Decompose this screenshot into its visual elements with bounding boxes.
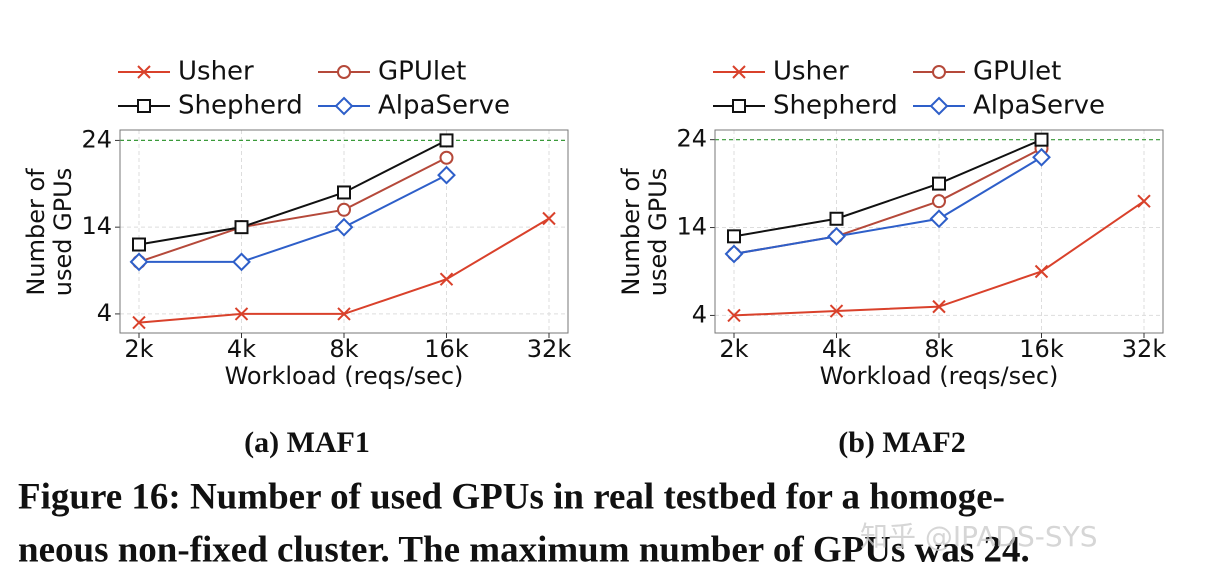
legend-label: Shepherd [773,91,898,121]
marker [337,307,351,321]
x-axis-label: Workload (reqs/sec) [225,362,464,390]
marker [542,211,556,226]
marker [727,308,741,323]
marker [437,165,456,185]
marker [732,99,746,113]
marker [234,307,249,321]
series-line [138,156,447,263]
x-tick-label: 8k [924,335,953,363]
legend-label: GPUlet [378,57,466,87]
marker [137,99,151,113]
marker [334,217,354,237]
marker [337,202,351,217]
x-tick-label: 4k [227,335,256,363]
x-tick-label: 8k [329,335,358,363]
marker [232,252,251,272]
x-tick-label: 2k [124,335,153,363]
x-tick-label: 16k [1019,335,1064,363]
marker [337,65,351,79]
marker [334,96,354,116]
series-line [733,156,1043,255]
x-tick-label: 32k [1122,335,1167,363]
x-tick-label: 4k [822,335,851,363]
watermark: 知乎 @IPADS-SYS [860,520,1098,553]
y-axis-label: Number of [22,168,50,296]
marker [929,209,949,229]
marker [132,315,146,330]
y-axis-label: used GPUs [49,168,77,296]
legend-label: AlpaServe [973,91,1105,121]
marker [439,133,454,148]
marker [1032,147,1051,167]
marker [932,65,946,79]
series-line [138,139,447,246]
marker [439,272,454,286]
marker [1034,132,1049,147]
marker [337,185,351,200]
y-tick-label: 14 [81,212,112,240]
subplot-title: (a) MAF1 [244,426,370,459]
y-tick-label: 4 [97,299,112,327]
caption-line: Figure 16: Number of used GPUs in real t… [18,476,1005,517]
marker [234,220,249,235]
marker [829,211,844,226]
y-tick-label: 24 [676,125,707,153]
x-tick-label: 2k [719,335,748,363]
series-line [139,174,447,263]
y-axis-label: used GPUs [644,168,672,296]
x-axis-label: Workload (reqs/sec) [820,362,1059,390]
x-tick-label: 16k [424,335,469,363]
x-tick-label: 32k [527,335,572,363]
marker [1034,264,1049,279]
legend-label: Usher [178,57,254,87]
y-tick-label: 14 [676,213,707,241]
marker [132,237,146,252]
marker [732,65,746,79]
marker [829,304,844,318]
legend-label: Shepherd [178,91,303,121]
legend-label: Usher [773,57,849,87]
y-axis-label: Number of [617,168,645,296]
marker [137,65,151,79]
y-tick-label: 4 [692,300,707,328]
y-tick-label: 24 [81,125,112,153]
marker [827,226,846,246]
marker [932,194,946,209]
legend-label: AlpaServe [378,91,510,121]
series-line [733,138,1042,238]
marker [1137,194,1151,208]
marker [727,229,741,244]
caption-line: neous non-fixed cluster. The maximum num… [18,529,1030,570]
marker [932,176,946,191]
marker [439,150,454,165]
subplot-title: (b) MAF2 [838,426,965,459]
marker [932,299,946,314]
legend-label: GPUlet [973,57,1061,87]
marker [724,244,744,264]
marker [129,252,149,272]
marker [929,96,949,116]
